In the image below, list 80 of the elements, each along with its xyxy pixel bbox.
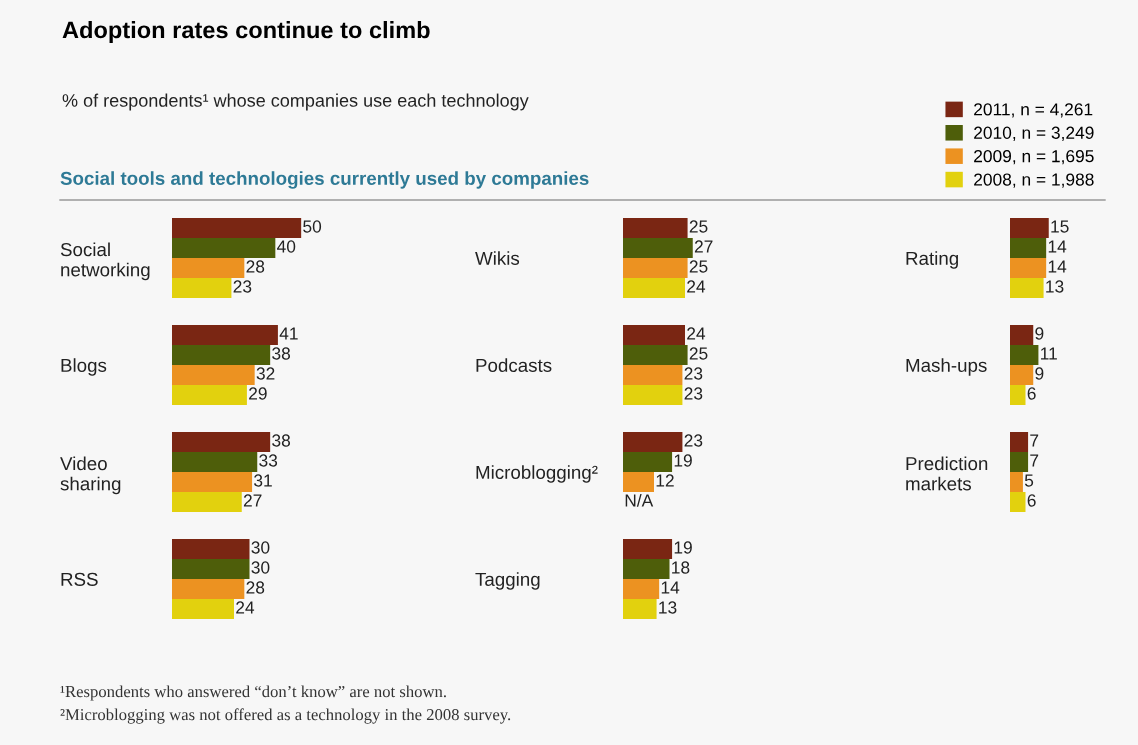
legend-label: 2010, n = 3,249 <box>974 126 1094 141</box>
data-label: 14 <box>661 581 680 594</box>
data-label: 23 <box>233 280 252 293</box>
data-label: 13 <box>1046 280 1064 293</box>
data-label: 23 <box>684 434 703 447</box>
bar <box>172 385 247 405</box>
chart-subtitle: % of respondents¹ whose companies use each technology <box>62 93 529 111</box>
text: N/A <box>625 493 654 507</box>
data-label: 23 <box>684 387 703 400</box>
data-label: 33 <box>259 454 278 467</box>
data-label: 19 <box>674 541 692 554</box>
y-tick-label: Microblogging² <box>476 465 598 483</box>
bar <box>623 539 673 559</box>
bar <box>172 365 255 385</box>
data-label: 30 <box>251 541 270 554</box>
data-label: 7 <box>1030 434 1039 447</box>
bar <box>172 492 242 512</box>
bar <box>623 559 670 579</box>
chart-title: Adoption rates continue to climb <box>62 21 430 43</box>
bar <box>172 278 232 298</box>
text: ¹Respondents who answered “don’t know” are not shown. <box>60 685 446 701</box>
data-label: 38 <box>272 347 291 360</box>
data-label: 25 <box>689 220 708 233</box>
bar <box>172 452 258 472</box>
data-label: 28 <box>246 260 265 273</box>
y-tick-label: Wikis <box>475 251 520 265</box>
data-label: 15 <box>1051 220 1069 233</box>
y-tick-label: Blogs <box>61 358 107 376</box>
data-label: 5 <box>1024 474 1034 487</box>
data-label: 32 <box>256 367 275 380</box>
bar <box>172 325 278 345</box>
data-label: 7 <box>1030 454 1039 467</box>
data-label: 30 <box>251 561 270 574</box>
data-label: 24 <box>236 601 255 614</box>
bar <box>172 218 302 238</box>
data-label: 27 <box>694 240 713 253</box>
data-label: 25 <box>689 260 708 273</box>
y-tick-label: Mash-ups <box>906 358 987 376</box>
data-label: 13 <box>659 601 677 614</box>
bar <box>172 472 253 492</box>
y-tick-label: Prediction markets <box>906 456 988 491</box>
data-label: 19 <box>674 454 692 467</box>
data-label: 14 <box>1048 240 1067 253</box>
y-tick-label: Podcasts <box>476 358 552 372</box>
bar <box>172 432 271 452</box>
data-label: 23 <box>684 367 703 380</box>
data-label: 38 <box>272 434 291 447</box>
data-label: 14 <box>1048 260 1067 273</box>
data-label: 18 <box>672 561 690 574</box>
data-label: 31 <box>254 474 272 487</box>
legend-label: 2011, n = 4,261 <box>974 103 1093 118</box>
y-tick-label: Social networking <box>60 242 150 281</box>
y-tick-label: Rating <box>906 251 958 269</box>
y-tick-label: Tagging <box>475 572 540 590</box>
data-label: 50 <box>303 220 322 233</box>
y-tick-label: RSS <box>61 572 98 586</box>
legend-label: 2008, n = 1,988 <box>974 173 1094 188</box>
data-label: 41 <box>279 327 298 340</box>
y-tick-label: Video sharing <box>60 456 121 495</box>
data-label: 24 <box>687 280 706 293</box>
data-label: 24 <box>687 327 706 340</box>
text: ²Microblogging was not offered as a technology in the 2008 survey. <box>60 708 511 724</box>
data-label: 6 <box>1027 494 1036 507</box>
data-label: 11 <box>1041 347 1057 360</box>
bar <box>172 238 276 258</box>
data-label: 40 <box>277 240 296 253</box>
data-label: 29 <box>249 387 267 400</box>
data-label: 25 <box>689 347 708 360</box>
bar <box>623 599 657 619</box>
data-label: 12 <box>656 474 674 487</box>
data-label: 27 <box>243 494 262 507</box>
bar <box>172 345 271 365</box>
data-label: 9 <box>1035 367 1044 380</box>
bar <box>623 579 660 599</box>
text: Social tools and technologies currently used by companies <box>60 171 589 189</box>
bar <box>172 258 245 278</box>
data-label: 6 <box>1027 387 1036 400</box>
legend-label: 2009, n = 1,695 <box>974 150 1094 165</box>
data-label: 9 <box>1035 327 1044 340</box>
data-label: 28 <box>246 581 265 594</box>
